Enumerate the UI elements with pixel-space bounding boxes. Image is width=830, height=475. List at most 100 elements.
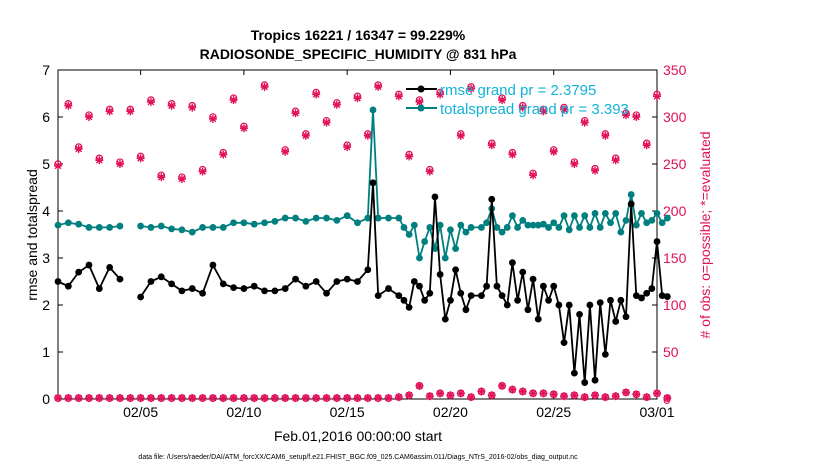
- spread-point: [441, 254, 449, 262]
- star-stroke: [281, 148, 289, 156]
- obs-evaluated-point: [229, 96, 238, 105]
- star-stroke: [571, 160, 578, 168]
- star-stroke: [663, 394, 671, 402]
- rmse-point: [343, 275, 351, 283]
- rmse-point: [168, 280, 176, 288]
- rmse-point: [209, 261, 217, 269]
- star-stroke: [571, 391, 578, 399]
- spread-point: [85, 224, 93, 231]
- obs-evaluated-point: [115, 394, 124, 403]
- obs-evaluated-point: [456, 389, 465, 398]
- star-stroke: [261, 394, 268, 402]
- rmse-point: [576, 311, 583, 318]
- obs-evaluated-point: [95, 156, 104, 165]
- star-stroke: [281, 394, 289, 402]
- obs-evaluated-point: [487, 141, 496, 150]
- obs-evaluated-point: [281, 394, 290, 403]
- obs-evaluated-point: [653, 92, 661, 101]
- obs-evaluated-point: [446, 391, 455, 400]
- rmse-point: [658, 292, 666, 299]
- obs-evaluated-point: [425, 167, 434, 176]
- spread-point: [261, 219, 268, 227]
- star-stroke: [354, 94, 361, 102]
- star-stroke: [312, 91, 320, 98]
- obs-evaluated-point: [208, 394, 217, 403]
- obs-evaluated-point: [332, 394, 341, 403]
- obs-evaluated-point: [177, 394, 186, 403]
- obs-evaluated-point: [663, 394, 672, 403]
- spread-point: [271, 217, 279, 225]
- rmse-point: [447, 296, 454, 304]
- obs-evaluated-point: [157, 173, 166, 182]
- star-stroke: [488, 141, 496, 149]
- spread-point: [509, 212, 516, 220]
- y-right-tick-label: 100: [663, 297, 687, 313]
- star-stroke: [509, 386, 516, 393]
- obs-evaluated-point: [363, 131, 372, 140]
- rmse-point: [75, 268, 83, 276]
- rmse-point: [199, 289, 206, 297]
- spread-point: [333, 217, 341, 224]
- obs-evaluated-point: [167, 394, 176, 403]
- spread-point: [550, 219, 558, 227]
- obs-evaluated-point: [281, 147, 290, 156]
- star-stroke: [188, 104, 196, 111]
- obs-evaluated-point: [260, 82, 269, 91]
- star-stroke: [230, 96, 237, 104]
- rmse-point: [374, 292, 382, 299]
- spread-point: [116, 222, 124, 230]
- y-left-tick-label: 3: [42, 250, 50, 266]
- obs-evaluated-point: [632, 390, 641, 399]
- star-stroke: [601, 132, 609, 140]
- obs-evaluated-point: [518, 103, 527, 112]
- star-stroke: [209, 115, 217, 123]
- rmse-point: [441, 315, 449, 323]
- obs-evaluated-point: [374, 394, 383, 403]
- star-stroke: [447, 391, 454, 399]
- obs-evaluated-point: [498, 381, 507, 390]
- rmse-point: [116, 275, 124, 283]
- rmse-point: [250, 282, 258, 290]
- star-stroke: [416, 98, 423, 106]
- obs-evaluated-point: [136, 394, 145, 403]
- x-axis-label: Feb.01,2016 00:00:00 start: [274, 428, 442, 444]
- star-stroke: [116, 160, 124, 168]
- y-left-tick-label: 7: [42, 62, 50, 78]
- spread-point: [498, 228, 506, 236]
- rmse-point: [591, 376, 599, 384]
- x-tick-label: 02/10: [226, 404, 261, 420]
- rmse-point: [643, 289, 651, 297]
- spread-point: [483, 219, 490, 227]
- star-stroke: [643, 393, 651, 401]
- spread-point: [457, 221, 465, 229]
- star-stroke: [529, 171, 537, 179]
- rmse-point: [64, 282, 72, 290]
- legend-spread-label: totalspread grand pr = 3.393: [440, 101, 629, 118]
- star-stroke: [219, 151, 227, 158]
- x-tick-label: 03/01: [639, 404, 674, 420]
- spread-point: [503, 224, 511, 231]
- obs-evaluated-point: [601, 393, 610, 402]
- spread-point: [586, 224, 594, 231]
- obs-evaluated-point: [653, 389, 661, 398]
- rmse-point: [405, 303, 413, 311]
- star-stroke: [199, 168, 206, 175]
- star-stroke: [364, 132, 372, 140]
- obs-evaluated-point: [539, 389, 548, 398]
- y-right-tick-label: 250: [663, 156, 687, 172]
- legend-spread-marker: [417, 104, 425, 112]
- obs-evaluated-point: [529, 389, 538, 398]
- obs-evaluated-point: [250, 394, 259, 403]
- footer-data-file: data file: /Users/raeder/DAI/ATM_forcXX/…: [138, 454, 578, 461]
- star-stroke: [653, 92, 661, 100]
- rmse-point: [638, 294, 645, 302]
- obs-evaluated-point: [208, 114, 217, 123]
- obs-evaluated-point: [508, 385, 517, 394]
- y-left-tick-label: 1: [42, 344, 50, 360]
- obs-evaluated-point: [74, 144, 83, 153]
- rmse-point: [529, 275, 537, 283]
- spread-point: [493, 224, 501, 231]
- obs-evaluated-point: [632, 113, 641, 121]
- x-tick-label: 02/15: [330, 404, 365, 420]
- obs-evaluated-point: [477, 387, 486, 396]
